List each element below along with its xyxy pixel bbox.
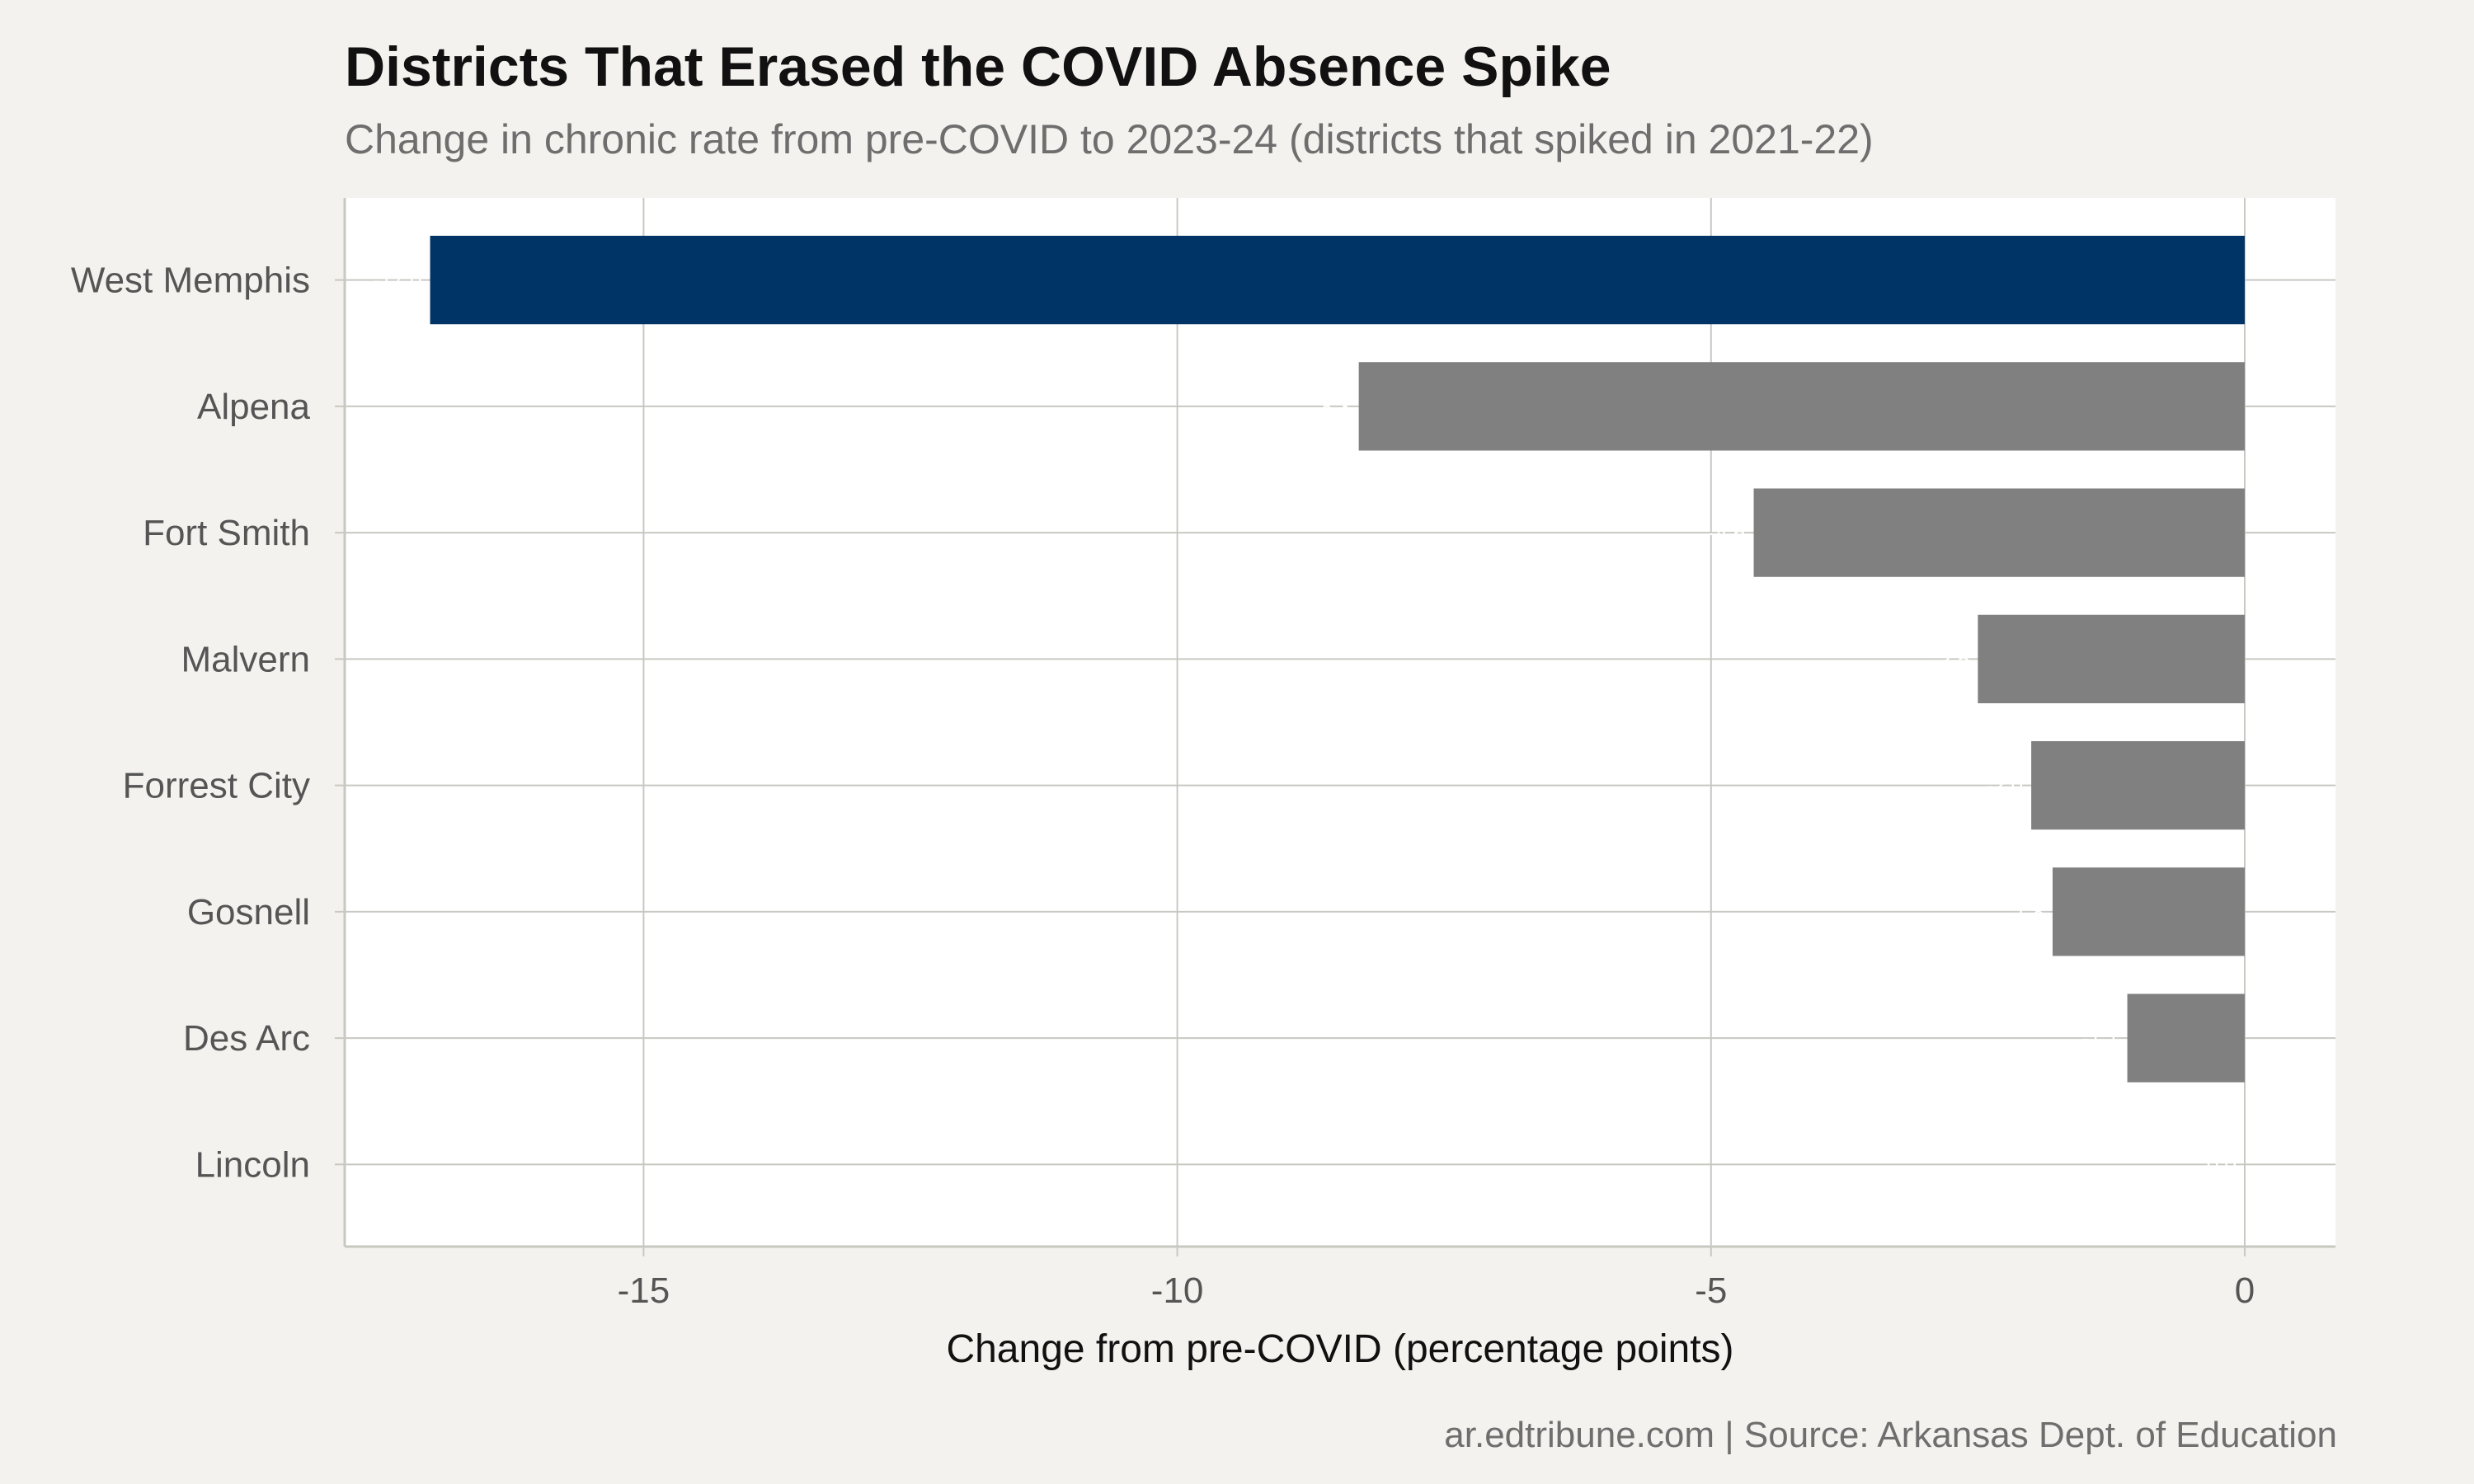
x-tick-label: 0 <box>2235 1270 2255 1311</box>
data-label: -2.0 <box>1986 773 2023 798</box>
bar <box>430 235 2245 325</box>
data-label: -17.0 <box>373 268 421 293</box>
y-tick-label: Forrest City <box>123 766 310 806</box>
data-label: -1.1 <box>2082 1026 2119 1050</box>
axes: West Memphis Alpena Fort Smith Malvern Forre… <box>71 198 2335 1311</box>
y-tick-label: Gosnell <box>187 892 310 932</box>
x-tick-label: -10 <box>1151 1270 1204 1311</box>
data-label: -8.3 <box>1314 394 1351 419</box>
bar <box>1358 362 2245 451</box>
y-tick-label: Lincoln <box>195 1144 310 1185</box>
data-labels: -17.0 -8.3 -4.6 -2.5 -2.0 -1.8 -1.1 0.0 <box>373 268 2236 1177</box>
x-tick-label: -5 <box>1695 1270 1727 1311</box>
chart-title: Districts That Erased the COVID Absence … <box>345 35 1611 98</box>
x-axis-title: Change from pre-COVID (percentage points… <box>946 1327 1733 1371</box>
chart-caption: ar.edtribune.com | Source: Arkansas Dept… <box>1444 1415 2337 1455</box>
y-tick-label: Malvern <box>181 639 311 679</box>
bar <box>2127 993 2245 1082</box>
chart-subtitle: Change in chronic rate from pre-COVID to… <box>345 116 1874 162</box>
bar <box>2031 740 2245 830</box>
bar <box>1978 614 2245 704</box>
y-tick-label: Alpena <box>197 387 311 427</box>
y-tick-label: Des Arc <box>183 1018 310 1059</box>
data-label: -2.5 <box>1933 646 1970 671</box>
data-label: -1.8 <box>2007 899 2044 924</box>
x-tick-label: -15 <box>618 1270 670 1311</box>
y-tick-label: West Memphis <box>71 261 310 301</box>
bar <box>2052 867 2245 956</box>
bar <box>1753 488 2245 577</box>
bars <box>430 235 2245 1082</box>
data-label: -4.6 <box>1709 520 1746 545</box>
y-tick-label: Fort Smith <box>143 513 310 553</box>
data-label: 0.0 <box>2207 1152 2236 1176</box>
